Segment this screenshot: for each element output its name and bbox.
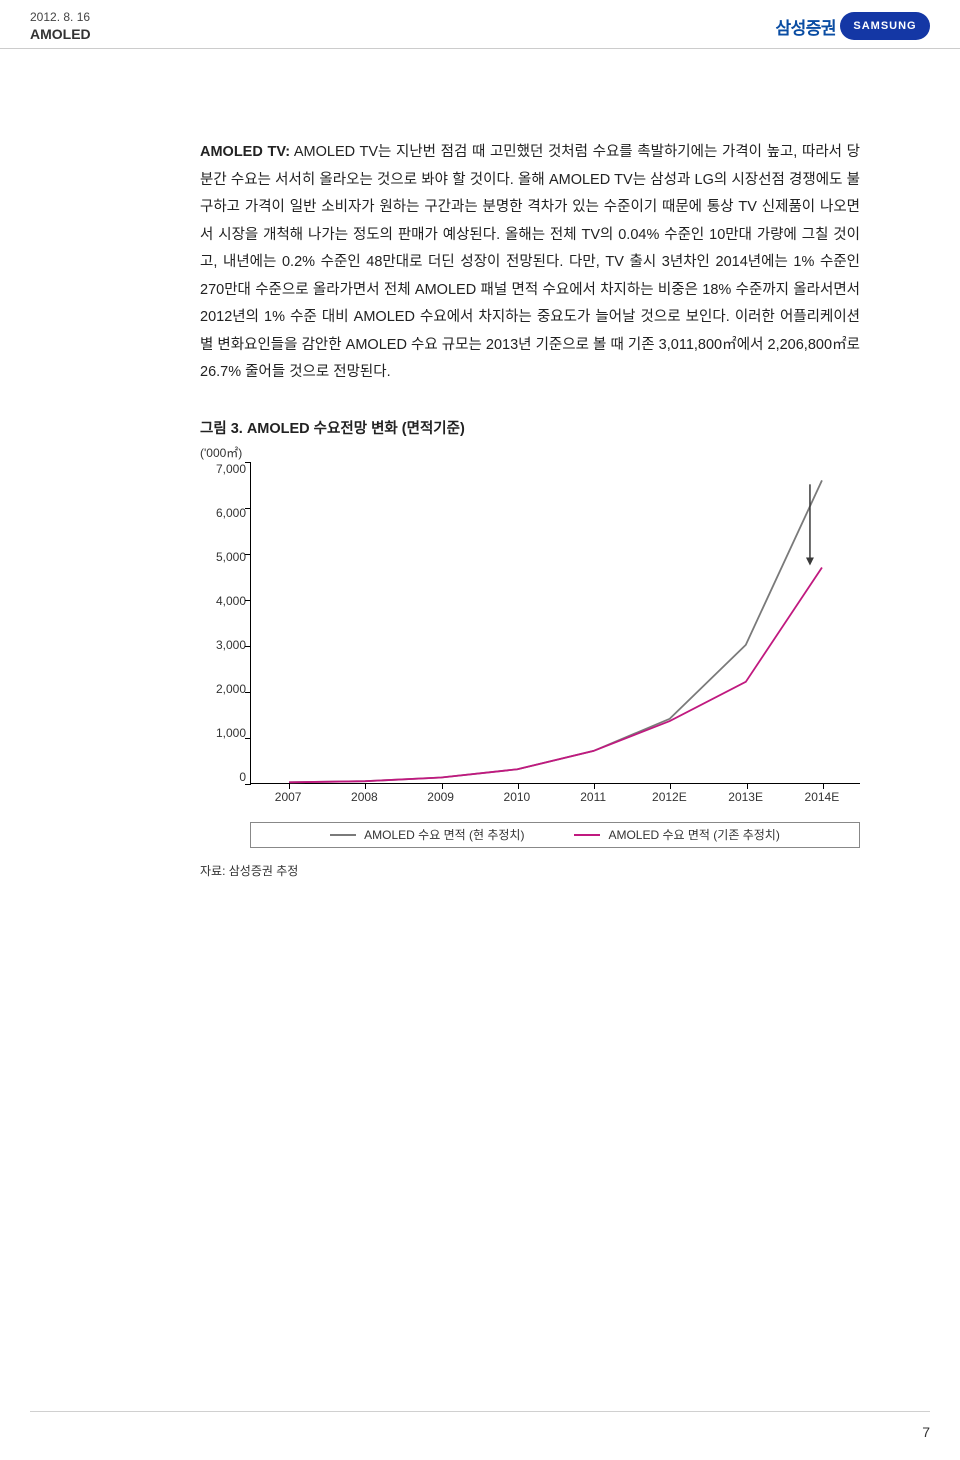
legend-item: AMOLED 수요 면적 (기존 추정치) bbox=[574, 826, 779, 843]
header-right: 삼성증권 SAMSUNG bbox=[775, 12, 930, 40]
chart-legend: AMOLED 수요 면적 (현 추정치) AMOLED 수요 면적 (기존 추정치… bbox=[250, 822, 860, 848]
content-area: AMOLED TV: AMOLED TV는 지난번 점검 때 고민했던 것처럼 … bbox=[0, 49, 960, 879]
x-tick-label: 2011 bbox=[580, 790, 606, 804]
y-tick-label: 1,000 bbox=[216, 726, 246, 740]
y-tick-mark bbox=[245, 692, 251, 693]
series-line bbox=[289, 480, 822, 782]
body-paragraph: AMOLED TV: AMOLED TV는 지난번 점검 때 고민했던 것처럼 … bbox=[200, 139, 860, 387]
legend-swatch bbox=[330, 834, 356, 836]
footer-divider bbox=[30, 1411, 930, 1412]
report-category: AMOLED bbox=[30, 26, 91, 42]
x-tick-mark bbox=[594, 783, 595, 789]
page-number: 7 bbox=[922, 1424, 930, 1440]
x-axis-labels: 2007 2008 2009 2010 2011 2012E 2013E 2014E bbox=[250, 790, 860, 808]
brand-text: 삼성증권 bbox=[775, 14, 836, 39]
chart-svg bbox=[251, 462, 860, 783]
x-tick-label: 2008 bbox=[351, 790, 378, 804]
y-tick-mark bbox=[245, 600, 251, 601]
y-tick-label: 7,000 bbox=[216, 462, 246, 476]
paragraph-lead: AMOLED TV: bbox=[200, 144, 290, 160]
x-tick-label: 2010 bbox=[504, 790, 531, 804]
y-tick-label: 5,000 bbox=[216, 550, 246, 564]
y-tick-mark bbox=[245, 738, 251, 739]
x-tick-mark bbox=[518, 783, 519, 789]
page-header: 2012. 8. 16 AMOLED 삼성증권 SAMSUNG bbox=[0, 0, 960, 49]
x-tick-label: 2014E bbox=[805, 790, 840, 804]
x-tick-mark bbox=[747, 783, 748, 789]
y-tick-label: 4,000 bbox=[216, 594, 246, 608]
y-tick-mark bbox=[245, 508, 251, 509]
y-tick-label: 6,000 bbox=[216, 506, 246, 520]
x-tick-label: 2007 bbox=[275, 790, 302, 804]
y-tick-label: 0 bbox=[239, 770, 246, 784]
x-tick-mark bbox=[365, 783, 366, 789]
chart-section: 그림 3. AMOLED 수요전망 변화 (면적기준) ('000㎡) 7,00… bbox=[200, 417, 860, 879]
y-tick-mark bbox=[245, 554, 251, 555]
plot-area bbox=[250, 462, 860, 784]
paragraph-text: AMOLED TV는 지난번 점검 때 고민했던 것처럼 수요를 촉발하기에는 … bbox=[200, 144, 860, 380]
x-tick-mark bbox=[670, 783, 671, 789]
y-tick-mark bbox=[245, 646, 251, 647]
y-tick-label: 3,000 bbox=[216, 638, 246, 652]
legend-label: AMOLED 수요 면적 (기존 추정치) bbox=[608, 826, 779, 843]
chart-title: 그림 3. AMOLED 수요전망 변화 (면적기준) bbox=[200, 417, 860, 438]
series-line bbox=[289, 567, 822, 782]
report-date: 2012. 8. 16 bbox=[30, 10, 91, 24]
x-tick-mark bbox=[289, 783, 290, 789]
x-tick-mark bbox=[823, 783, 824, 789]
header-left: 2012. 8. 16 AMOLED bbox=[30, 10, 91, 42]
chart-source: 자료: 삼성증권 추정 bbox=[200, 862, 860, 879]
x-tick-label: 2013E bbox=[728, 790, 763, 804]
revision-arrow bbox=[806, 484, 814, 565]
samsung-logo: SAMSUNG bbox=[840, 12, 930, 40]
x-tick-label: 2012E bbox=[652, 790, 687, 804]
x-tick-mark bbox=[442, 783, 443, 789]
y-tick-label: 2,000 bbox=[216, 682, 246, 696]
y-axis-labels: 7,000 6,000 5,000 4,000 3,000 2,000 1,000 0 bbox=[200, 462, 246, 784]
y-tick-mark bbox=[245, 462, 251, 463]
chart-container: ('000㎡) 7,000 6,000 5,000 4,000 3,000 2,000 1,… bbox=[200, 444, 860, 824]
x-tick-label: 2009 bbox=[427, 790, 454, 804]
y-tick-mark bbox=[245, 784, 251, 785]
y-axis-unit: ('000㎡) bbox=[200, 444, 242, 461]
legend-swatch bbox=[574, 834, 600, 836]
legend-label: AMOLED 수요 면적 (현 추정치) bbox=[364, 826, 524, 843]
legend-item: AMOLED 수요 면적 (현 추정치) bbox=[330, 826, 524, 843]
